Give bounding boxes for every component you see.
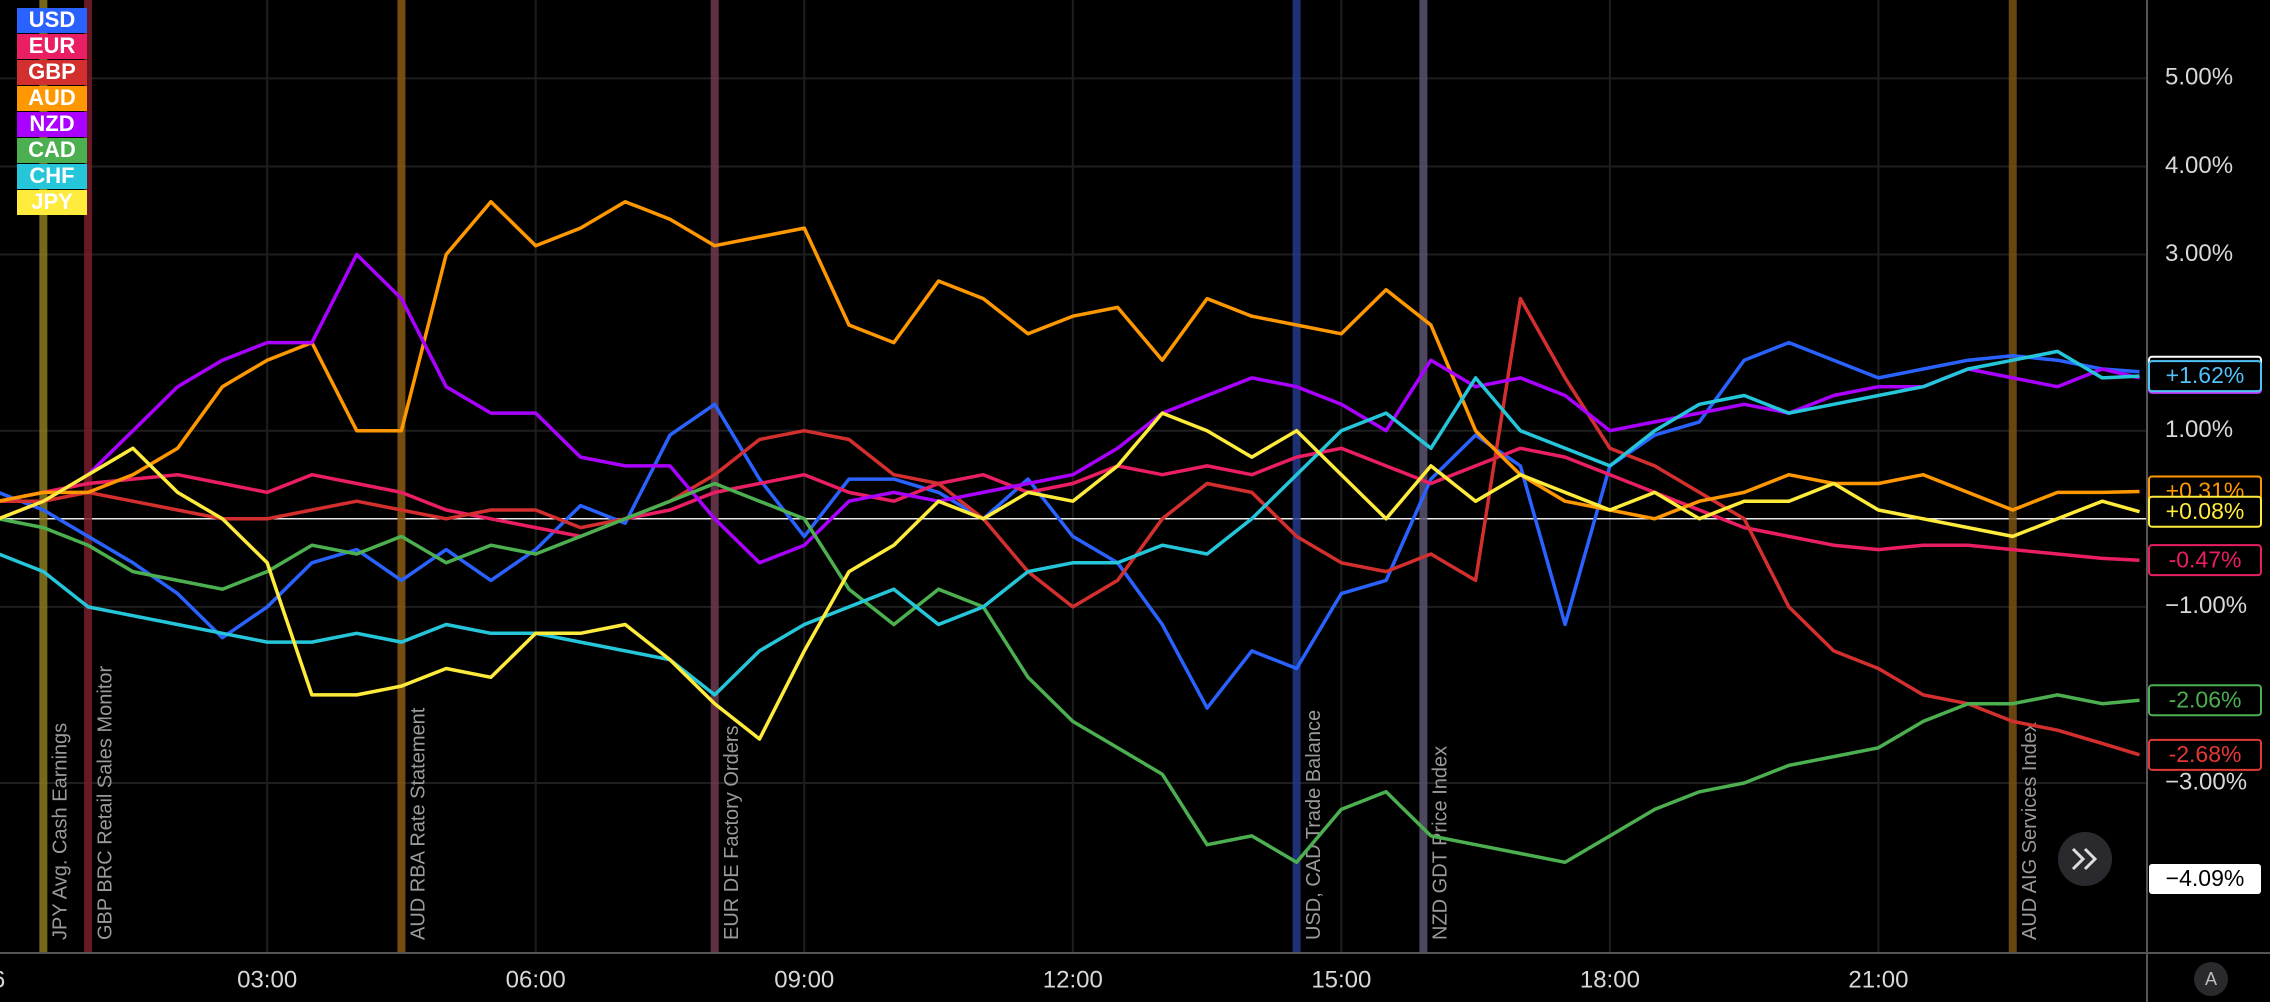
x-tick-label: 15:00 [1311,966,1371,993]
legend-swatch [17,190,87,215]
series-line [0,411,2140,741]
x-tick-label: 03:00 [237,966,297,993]
legend-label: JPY [31,189,73,214]
last-value-label: -0.47% [2169,546,2242,572]
x-tick-label: 06:00 [506,966,566,993]
event-label: AUD RBA Rate Statement [408,707,430,940]
last-value-box [2148,684,2262,717]
last-value-label: -2.06% [2169,686,2242,712]
legend-label: NZD [29,111,74,136]
y-tick-label: 5.00% [2165,64,2233,91]
x-tick-label: 09:00 [774,966,834,993]
legend-swatch [17,86,87,111]
series-line [0,296,2141,757]
lines [0,199,2141,865]
legend-swatch [17,60,87,85]
x-tick-label: 6 [0,966,5,993]
auto-button-bg[interactable] [2194,962,2228,996]
y-tick-label: 1.00% [2165,416,2233,443]
event-label: EUR DE Factory Orders [721,726,743,940]
series-line [0,481,2140,865]
event-label: JPY Avg. Cash Earnings [50,723,72,940]
legend-label: AUD [28,85,76,110]
legend-swatch [17,112,87,137]
y-tick-label: 4.00% [2165,152,2233,179]
x-tick-label: 12:00 [1043,966,1103,993]
events: JPY Avg. Cash Earnings GBP BRC Retail Sal… [39,0,2041,953]
legend-swatch [17,8,87,33]
event-label: GBP BRC Retail Sales Monitor [94,665,116,940]
axes: 5.00% 4.00% 3.00% 1.00% −1.00% −3.00% 6 03:00 06… [0,64,2262,993]
x-tick-label: 18:00 [1580,966,1640,993]
series-line [0,199,2140,521]
legend-swatch [17,164,87,189]
legend-swatch [17,34,87,59]
y-tick-label: −3.00% [2165,768,2247,795]
scroll-button[interactable] [2058,832,2112,886]
legend-label: CAD [28,137,76,162]
scroll-icon[interactable] [2071,847,2098,871]
event-label: AUD AIG Services Index [2019,722,2041,940]
last-value-label: -2.68% [2169,741,2242,767]
crosshair-box [2149,864,2261,895]
last-value-box [2148,360,2262,393]
auto-scale-button[interactable]: A [2194,962,2228,996]
event-label: USD, CAD Trade Balance [1303,710,1325,940]
y-tick-label: −1.00% [2165,592,2247,619]
last-value-label: +1.62% [2166,362,2245,388]
last-value-box [2148,495,2262,528]
last-value-box [2148,738,2262,771]
event-label: NZD GDT Price Index [1430,746,1452,940]
series-line [0,340,2140,710]
crosshair-label: −4.09% [2166,865,2245,891]
series-line [0,446,2140,562]
x-tick-label: 21:00 [1848,966,1908,993]
legend-swatch [17,138,87,163]
series-line [0,349,2140,697]
last-value-label: +0.08% [2166,498,2245,524]
last-value-box [2148,544,2262,577]
legend-label: USD [29,7,75,32]
legend-label: CHF [29,163,74,188]
y-tick-label: 3.00% [2165,240,2233,267]
legend-label: EUR [29,33,76,58]
auto-button-label[interactable]: A [2205,969,2217,989]
legend-label: GBP [28,59,76,84]
